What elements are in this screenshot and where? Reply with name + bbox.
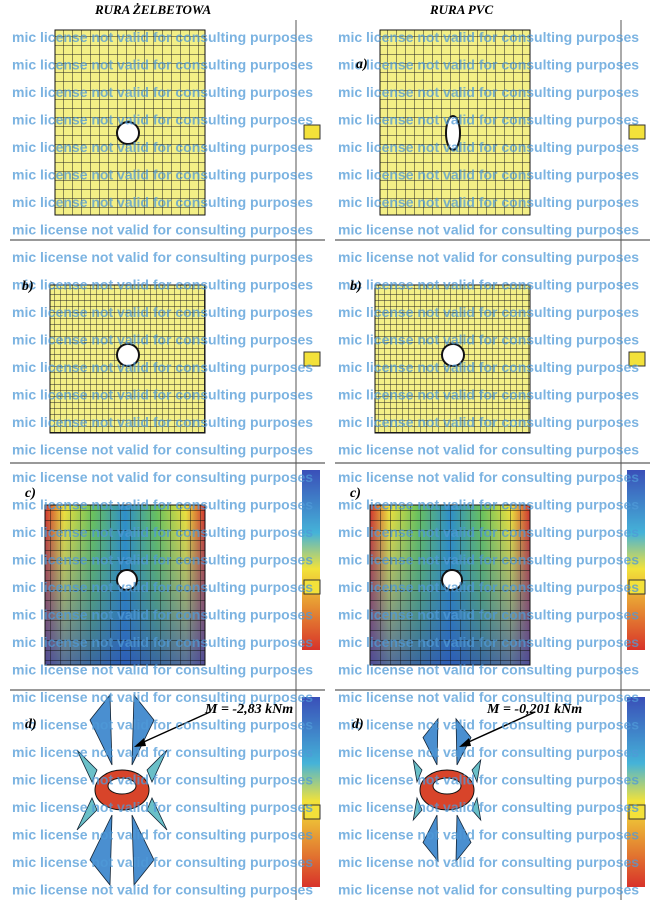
watermark: mic license not valid for consulting pur…: [338, 222, 639, 238]
watermark: mic license not valid for consulting pur…: [338, 84, 639, 100]
watermark: mic license not valid for consulting pur…: [338, 359, 639, 375]
watermark: mic license not valid for consulting pur…: [338, 29, 639, 45]
panel-label: c): [25, 486, 36, 501]
watermark: mic license not valid for consulting pur…: [12, 277, 313, 293]
watermark: mic license not valid for consulting pur…: [12, 772, 313, 788]
watermark: mic license not valid for consulting pur…: [338, 167, 639, 183]
watermark: mic license not valid for consulting pur…: [12, 414, 313, 430]
watermark: mic license not valid for consulting pur…: [12, 222, 313, 238]
watermark: mic license not valid for consulting pur…: [338, 57, 639, 73]
column-title: RURA ŻELBETOWA: [94, 2, 212, 17]
watermark: mic license not valid for consulting pur…: [12, 497, 313, 513]
watermark: mic license not valid for consulting pur…: [338, 387, 639, 403]
watermark: mic license not valid for consulting pur…: [338, 717, 639, 733]
panel-label: d): [352, 717, 364, 732]
watermark: mic license not valid for consulting pur…: [12, 442, 313, 458]
moment-annotation: M = -2,83 kNm: [204, 702, 293, 717]
watermark: mic license not valid for consulting pur…: [12, 827, 313, 843]
moment-annotation: M = -0,201 kNm: [486, 702, 582, 717]
watermark: mic license not valid for consulting pur…: [12, 607, 313, 623]
watermark: mic license not valid for consulting pur…: [338, 882, 639, 898]
watermark: mic license not valid for consulting pur…: [12, 167, 313, 183]
panel-label: d): [25, 717, 37, 732]
watermark: mic license not valid for consulting pur…: [338, 277, 639, 293]
watermark: mic license not valid for consulting pur…: [12, 552, 313, 568]
watermark: mic license not valid for consulting pur…: [338, 634, 639, 650]
watermark: mic license not valid for consulting pur…: [12, 799, 313, 815]
watermark: mic license not valid for consulting pur…: [338, 414, 639, 430]
watermark: mic license not valid for consulting pur…: [12, 524, 313, 540]
watermark: mic license not valid for consulting pur…: [12, 634, 313, 650]
column-title: RURA PVC: [429, 2, 494, 17]
panel-label: b): [350, 279, 362, 294]
panel-label: a): [356, 57, 368, 72]
watermark: mic license not valid for consulting pur…: [12, 469, 313, 485]
watermark: mic license not valid for consulting pur…: [12, 387, 313, 403]
watermark: mic license not valid for consulting pur…: [338, 497, 639, 513]
watermark: mic license not valid for consulting pur…: [338, 112, 639, 128]
watermark: mic license not valid for consulting pur…: [12, 304, 313, 320]
panel-label: c): [350, 486, 361, 501]
watermark: mic license not valid for consulting pur…: [338, 442, 639, 458]
watermark: mic license not valid for consulting pur…: [12, 29, 313, 45]
figure: RURA ŻELBETOWA RURA PVC mic license not …: [0, 0, 661, 906]
watermark: mic license not valid for consulting pur…: [12, 882, 313, 898]
watermark: mic license not valid for consulting pur…: [12, 717, 313, 733]
watermark: mic license not valid for consulting pur…: [12, 249, 313, 265]
watermark: mic license not valid for consulting pur…: [12, 194, 313, 210]
watermark: mic license not valid for consulting pur…: [338, 139, 639, 155]
watermark: mic license not valid for consulting pur…: [12, 332, 313, 348]
watermark: mic license not valid for consulting pur…: [338, 827, 639, 843]
watermark: mic license not valid for consulting pur…: [338, 854, 639, 870]
watermark: mic license not valid for consulting pur…: [338, 524, 639, 540]
watermark: mic license not valid for consulting pur…: [12, 84, 313, 100]
watermark: mic license not valid for consulting pur…: [338, 552, 639, 568]
watermark: mic license not valid for consulting pur…: [12, 854, 313, 870]
watermark: mic license not valid for consulting pur…: [338, 579, 639, 595]
watermark: mic license not valid for consulting pur…: [12, 579, 313, 595]
watermark: mic license not valid for consulting pur…: [338, 744, 639, 760]
watermark: mic license not valid for consulting pur…: [338, 304, 639, 320]
watermark: mic license not valid for consulting pur…: [12, 744, 313, 760]
watermark: mic license not valid for consulting pur…: [338, 772, 639, 788]
watermark: mic license not valid for consulting pur…: [338, 607, 639, 623]
watermark: mic license not valid for consulting pur…: [338, 249, 639, 265]
watermark: mic license not valid for consulting pur…: [12, 57, 313, 73]
watermark: mic license not valid for consulting pur…: [12, 139, 313, 155]
watermark: mic license not valid for consulting pur…: [12, 112, 313, 128]
watermark: mic license not valid for consulting pur…: [338, 194, 639, 210]
watermark: mic license not valid for consulting pur…: [338, 469, 639, 485]
watermark: mic license not valid for consulting pur…: [338, 332, 639, 348]
watermark: mic license not valid for consulting pur…: [338, 799, 639, 815]
watermark: mic license not valid for consulting pur…: [12, 662, 313, 678]
watermark: mic license not valid for consulting pur…: [338, 662, 639, 678]
watermark: mic license not valid for consulting pur…: [12, 359, 313, 375]
panel-label: b): [22, 279, 34, 294]
